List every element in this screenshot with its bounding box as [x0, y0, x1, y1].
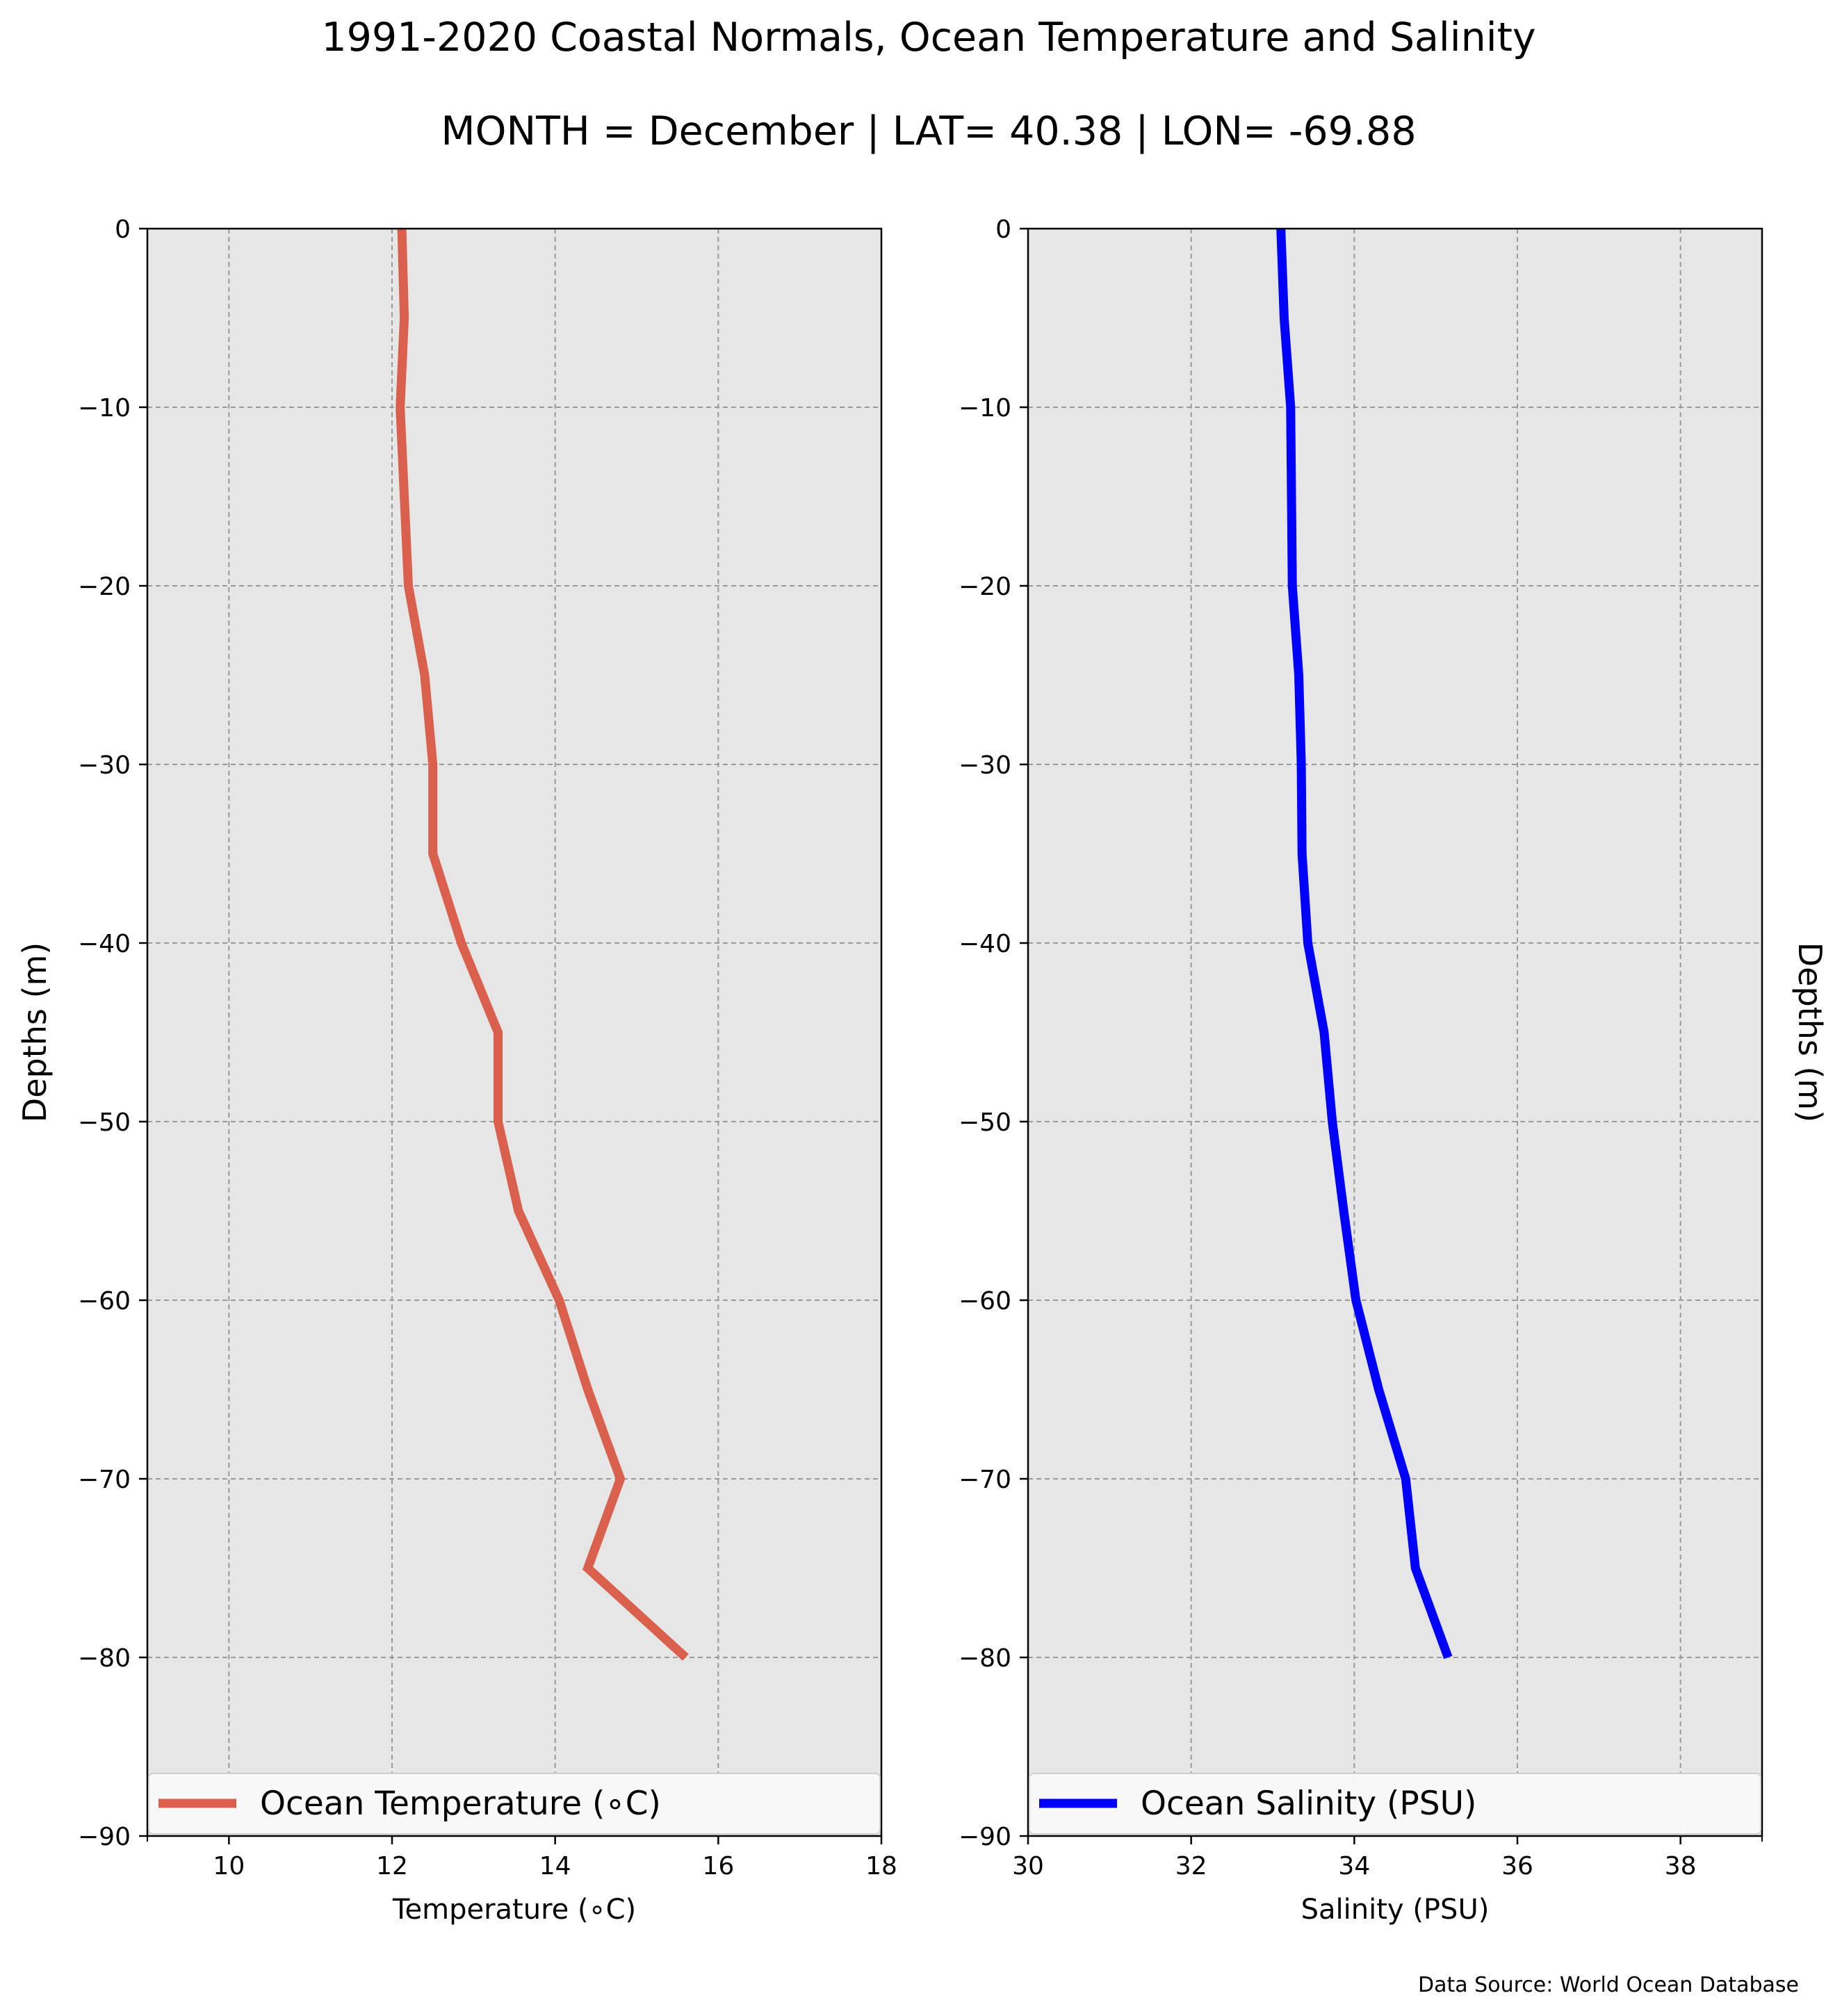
- salinity-y-tick-label: −10: [959, 394, 1011, 423]
- temperature-plot-area: [147, 229, 881, 1836]
- salinity-y-tick-label: −20: [959, 573, 1011, 601]
- chart-title: 1991-2020 Coastal Normals, Ocean Tempera…: [321, 15, 1535, 60]
- salinity-x-tick-label: 38: [1665, 1852, 1697, 1880]
- temperature-y-tick-label: −30: [78, 751, 131, 780]
- salinity-y-tick-label: 0: [995, 215, 1011, 244]
- temperature-y-tick-label: −70: [78, 1466, 131, 1494]
- salinity-legend-label: Ocean Salinity (PSU): [1141, 1785, 1476, 1823]
- salinity-x-tick-label: 32: [1175, 1852, 1207, 1880]
- temperature-x-axis-label: Temperature (∘C): [392, 1894, 636, 1926]
- salinity-y-tick-label: −70: [959, 1466, 1011, 1494]
- salinity-y-axis-label: Depths (m): [1791, 942, 1829, 1122]
- temperature-y-tick-label: 0: [115, 215, 131, 244]
- temperature-x-tick-label: 14: [539, 1852, 571, 1880]
- temperature-y-tick-label: −80: [78, 1644, 131, 1673]
- temperature-y-axis-label: Depths (m): [16, 942, 54, 1122]
- temperature-axes-frame: [146, 227, 883, 1837]
- salinity-y-tick-label: −30: [959, 751, 1011, 780]
- salinity-y-tick-label: −60: [959, 1287, 1011, 1316]
- salinity-plot-area: [1028, 229, 1762, 1836]
- temperature-panel: 0 −10 −20 −30 −40 −50 −60 −70 −80 −90 10 12 14 16 18 Te…: [16, 215, 897, 1926]
- salinity-axes-frame: [1027, 227, 1763, 1837]
- salinity-y-tick-label: −80: [959, 1644, 1011, 1673]
- data-source-note: Data Source: World Ocean Database: [1418, 1973, 1799, 1997]
- temperature-x-tick-label: 10: [213, 1852, 245, 1880]
- temperature-y-tick-label: −40: [78, 930, 131, 958]
- salinity-y-tick-label: −90: [959, 1823, 1011, 1851]
- salinity-x-tick-label: 34: [1338, 1852, 1370, 1880]
- salinity-x-tick-label: 30: [1012, 1852, 1044, 1880]
- temperature-y-tick-label: −50: [78, 1108, 131, 1137]
- temperature-legend-label: Ocean Temperature (∘C): [260, 1785, 661, 1823]
- salinity-x-axis-label: Salinity (PSU): [1301, 1894, 1490, 1926]
- chart-subtitle: MONTH = December | LAT= 40.38 | LON= -69…: [441, 108, 1416, 154]
- temperature-legend-box: [148, 1773, 881, 1835]
- salinity-legend: Ocean Salinity (PSU): [1029, 1773, 1761, 1835]
- temperature-y-tick-label: −20: [78, 573, 131, 601]
- temperature-series-line: [396, 228, 689, 1661]
- salinity-y-tick-label: −50: [959, 1108, 1011, 1137]
- salinity-legend-box: [1029, 1773, 1761, 1835]
- temperature-y-tick-label: −10: [78, 394, 131, 423]
- temperature-x-tick-label: 16: [702, 1852, 734, 1880]
- salinity-y-tick-label: −40: [959, 930, 1011, 958]
- temperature-legend: Ocean Temperature (∘C): [148, 1773, 881, 1835]
- temperature-y-tick-label: −60: [78, 1287, 131, 1316]
- temperature-y-tick-label: −90: [78, 1823, 131, 1851]
- temperature-x-tick-label: 18: [865, 1852, 897, 1880]
- temperature-x-tick-label: 12: [376, 1852, 408, 1880]
- salinity-series-line: [1276, 228, 1453, 1659]
- salinity-x-tick-label: 36: [1501, 1852, 1533, 1880]
